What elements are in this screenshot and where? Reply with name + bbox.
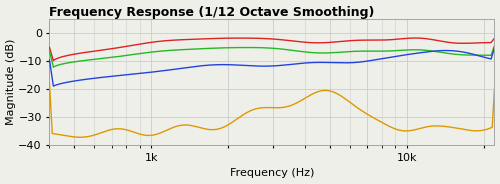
X-axis label: Frequency (Hz): Frequency (Hz) [230,168,314,178]
Y-axis label: Magnitude (dB): Magnitude (dB) [6,39,16,125]
Text: Frequency Response (1/12 Octave Smoothing): Frequency Response (1/12 Octave Smoothin… [50,6,375,19]
